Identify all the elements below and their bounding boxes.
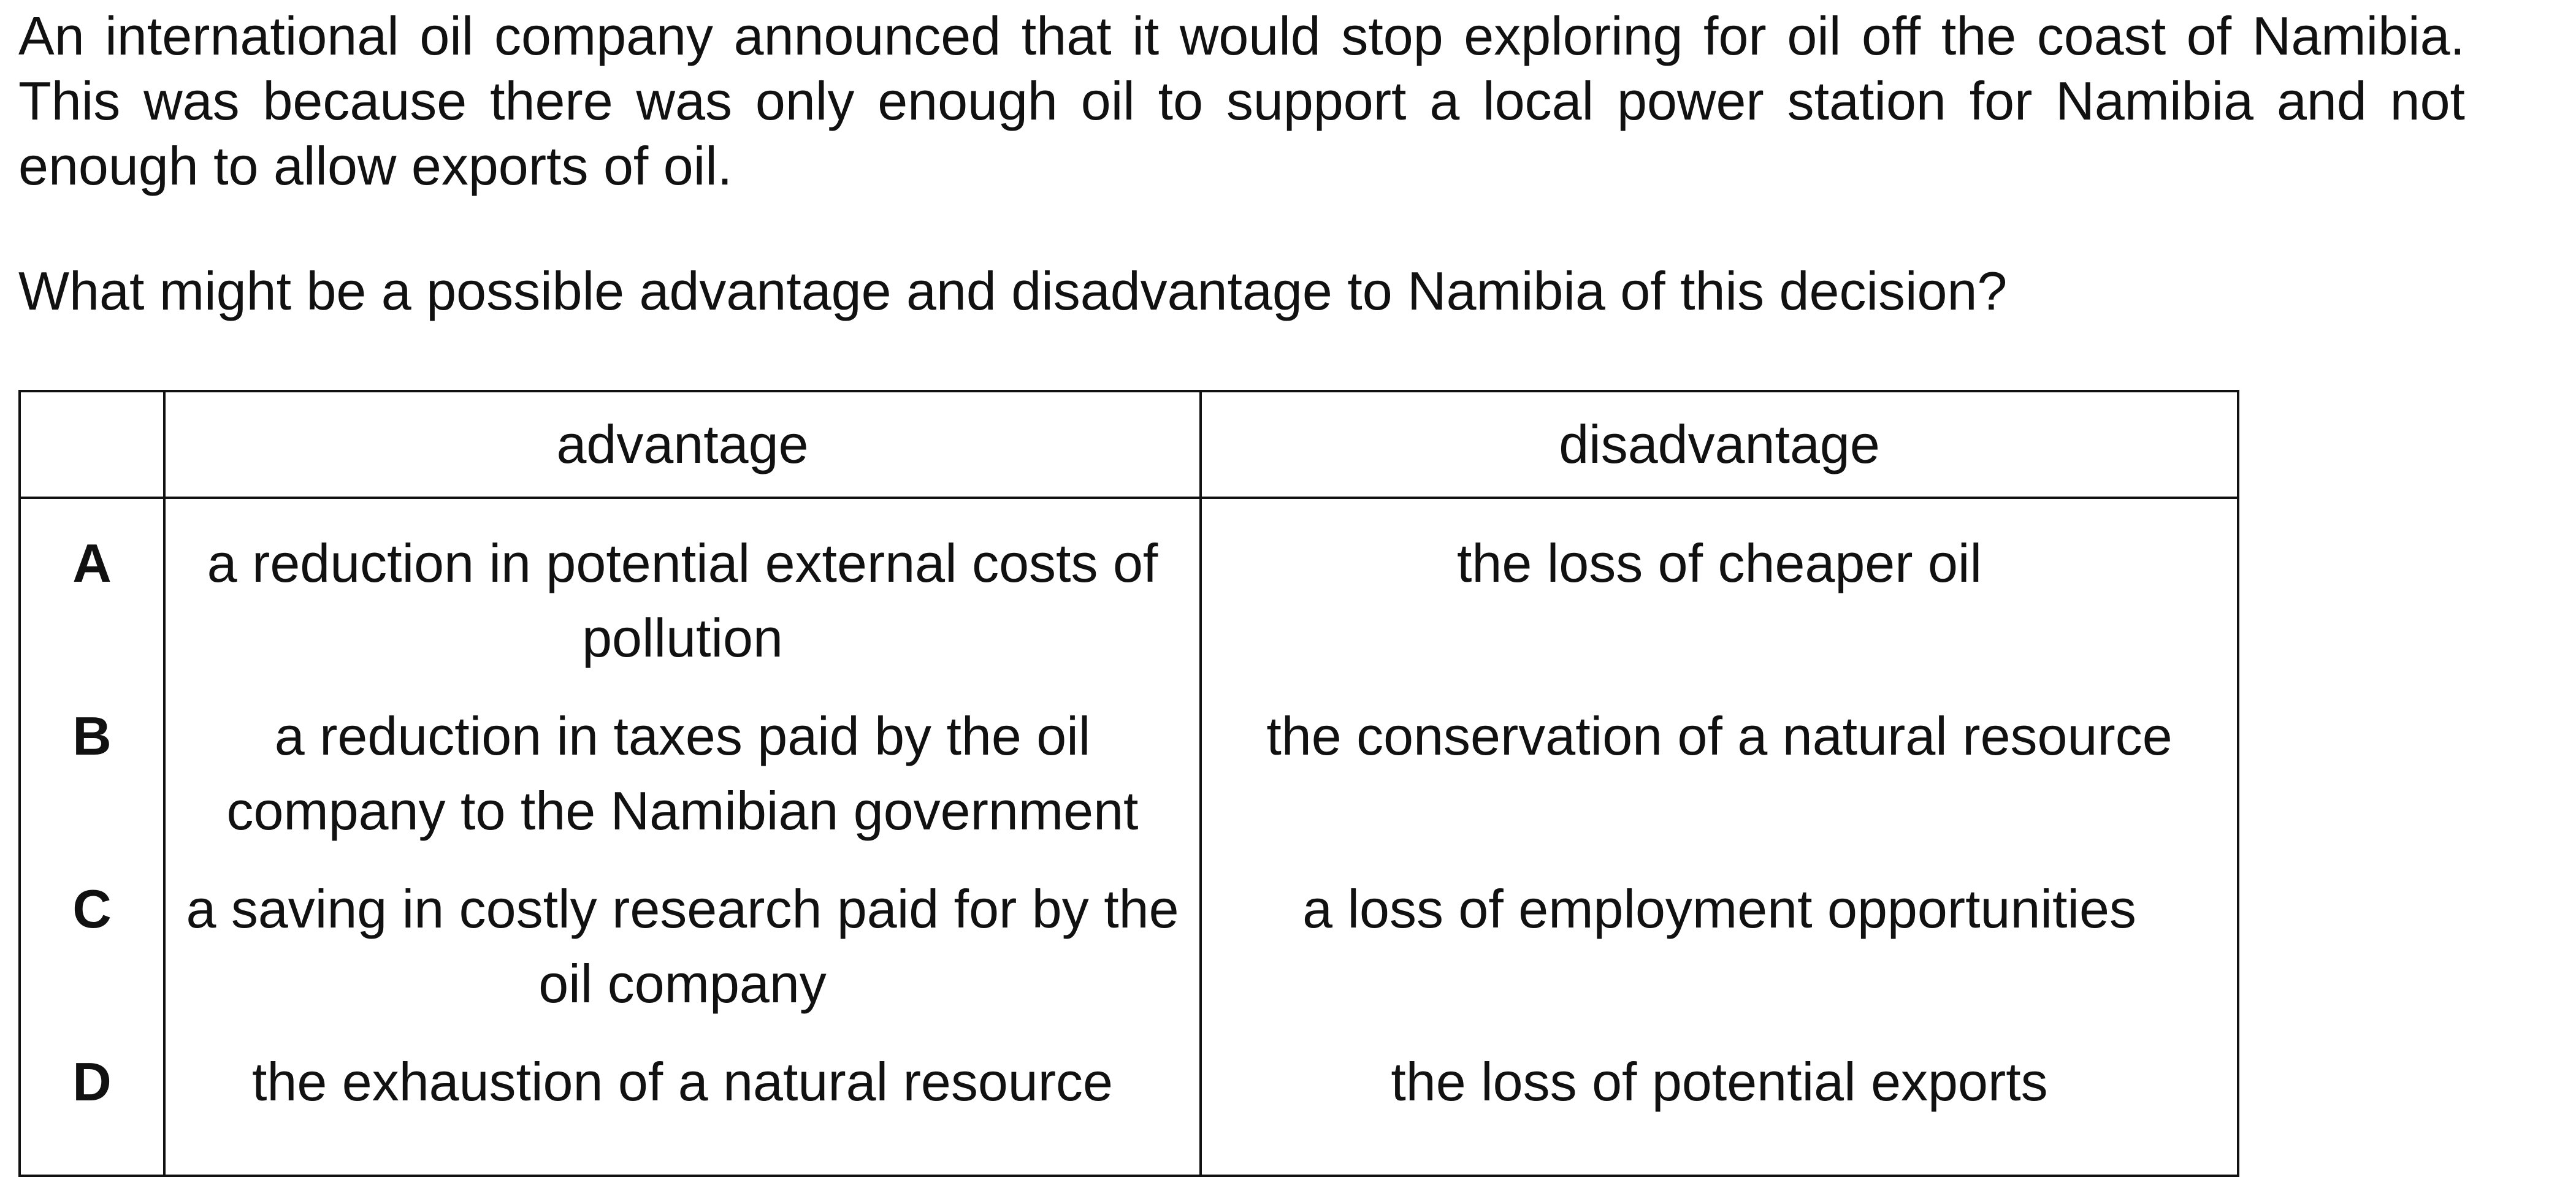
table-header-row: advantage disadvantage [20, 391, 2238, 499]
option-row-a[interactable]: A a reduction in potential external cost… [20, 498, 2238, 699]
option-advantage: the exhaustion of a natural resource [163, 1045, 1201, 1176]
option-letter: C [72, 878, 112, 939]
option-letter: B [72, 706, 112, 766]
option-row-c[interactable]: C a saving in costly research paid for b… [20, 872, 2238, 1045]
option-advantage: a reduction in taxes paid by the oil com… [163, 699, 1201, 872]
option-row-d[interactable]: D the exhaustion of a natural resource t… [20, 1045, 2238, 1176]
option-row-b[interactable]: B a reduction in taxes paid by the oil c… [20, 699, 2238, 872]
option-letter: D [72, 1051, 112, 1112]
header-disadvantage: disadvantage [1199, 391, 2238, 499]
header-letter [20, 391, 164, 499]
question-page: An international oil company announced t… [18, 6, 2465, 1177]
option-disadvantage: the loss of potential exports [1199, 1045, 2238, 1176]
question-prompt: What might be a possible advantage and d… [18, 261, 2008, 321]
option-disadvantage: the conservation of a natural resource [1199, 699, 2238, 872]
answer-options-table: advantage disadvantage A a reduction in … [18, 390, 2239, 1177]
question-stem: An international oil company announced t… [18, 6, 2465, 196]
option-disadvantage: a loss of employment opportunities [1199, 872, 2238, 1045]
option-advantage: a reduction in potential external costs … [163, 498, 1201, 699]
option-advantage: a saving in costly research paid for by … [163, 872, 1201, 1045]
option-disadvantage: the loss of cheaper oil [1199, 498, 2238, 699]
option-letter: A [72, 533, 112, 593]
header-advantage: advantage [163, 391, 1201, 499]
